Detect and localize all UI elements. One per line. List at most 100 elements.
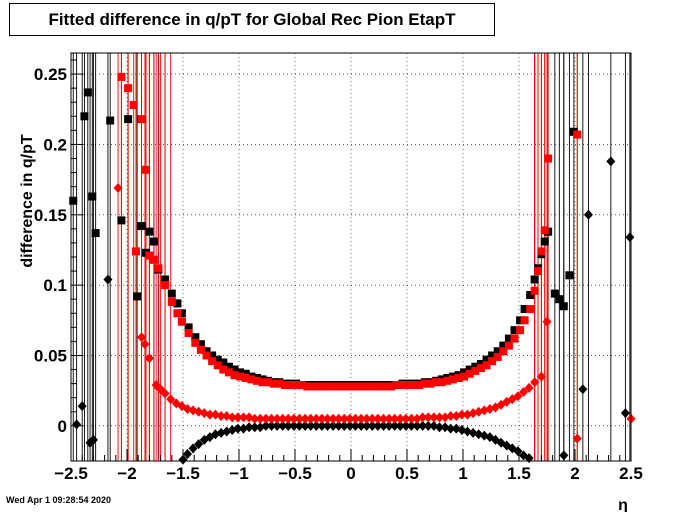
data-point-square — [448, 375, 457, 384]
data-point-square — [510, 334, 519, 343]
y-tick-label: 0.15 — [34, 206, 67, 225]
data-point-square — [530, 275, 539, 284]
data-point-square — [219, 358, 228, 367]
data-point-square — [129, 101, 138, 110]
data-point-square — [177, 317, 186, 326]
timestamp: Wed Apr 1 09:28:54 2020 — [6, 495, 112, 505]
data-point-diamond — [233, 412, 243, 423]
data-point-diamond — [216, 410, 226, 421]
data-point-square — [224, 362, 233, 371]
data-point-diamond — [72, 419, 82, 430]
data-point-square — [443, 376, 452, 385]
data-point-diamond — [423, 412, 433, 423]
data-point-square — [493, 347, 502, 356]
data-point-square — [219, 365, 228, 374]
data-point-diamond — [294, 420, 304, 431]
data-point-diamond — [205, 409, 215, 420]
data-point-diamond — [395, 413, 405, 424]
y-tick-label: 0.1 — [43, 276, 67, 295]
data-point-square — [124, 84, 133, 93]
data-point-square — [177, 309, 186, 318]
data-point-diamond — [334, 420, 344, 431]
chart-title: Fitted difference in q/pT for Global Rec… — [9, 3, 495, 36]
data-point-square — [196, 345, 205, 354]
data-point-diamond — [446, 423, 456, 434]
data-point-square — [482, 361, 491, 370]
data-point-square — [540, 237, 549, 246]
data-point-square — [247, 375, 256, 384]
data-point-square — [142, 165, 151, 174]
data-point-square — [191, 338, 200, 347]
data-point-square — [173, 309, 182, 318]
data-point-square — [91, 229, 100, 238]
data-point-diamond — [513, 446, 523, 457]
data-point-diamond — [317, 413, 327, 424]
data-point-square — [359, 382, 368, 391]
data-point-diamond — [513, 391, 523, 402]
data-point-square — [224, 368, 233, 377]
data-point-square — [191, 333, 200, 342]
data-point-square — [202, 351, 211, 360]
data-point-square — [516, 326, 525, 335]
data-point-diamond — [311, 413, 321, 424]
data-point-square — [213, 355, 222, 364]
x-tick-label: 0 — [346, 464, 355, 483]
y-tick-label: 0 — [58, 417, 67, 436]
data-point-square — [499, 341, 508, 350]
data-point-square — [149, 255, 158, 264]
data-point-diamond — [345, 420, 355, 431]
y-tick-label: 0.25 — [34, 65, 67, 84]
data-point-diamond — [289, 413, 299, 424]
data-point-square — [167, 298, 176, 307]
data-point-square — [236, 372, 245, 381]
data-point-square — [336, 382, 345, 391]
data-point-square — [208, 351, 217, 360]
data-point-square — [184, 323, 193, 332]
data-point-square — [137, 222, 146, 231]
data-point-square — [131, 247, 140, 256]
data-point-diamond — [395, 420, 405, 431]
data-point-diamond — [311, 420, 321, 431]
data-point-square — [504, 334, 513, 343]
data-point-diamond — [625, 232, 635, 243]
data-point-square — [437, 378, 446, 387]
data-point-square — [565, 271, 574, 280]
data-point-diamond — [137, 332, 147, 343]
data-point-square — [415, 381, 424, 390]
data-point-square — [202, 347, 211, 356]
data-point-diamond — [140, 339, 150, 350]
data-point-diamond — [160, 388, 170, 399]
data-point-square — [504, 341, 513, 350]
data-point-diamond — [339, 420, 349, 431]
data-point-square — [236, 368, 245, 377]
x-tick-label: 1.5 — [507, 464, 531, 483]
data-point-square — [488, 357, 497, 366]
data-point-square — [106, 116, 115, 125]
data-point-square — [364, 382, 373, 391]
data-point-square — [292, 381, 301, 390]
data-point-square — [258, 378, 267, 387]
data-point-square — [280, 381, 289, 390]
data-point-diamond — [542, 316, 552, 327]
tick-labels: −2.5 −2 −1.5 −1 −0.5 0 0.5 1 1.5 2 2.5 0 0.05 0.1 0.15… — [34, 65, 643, 483]
data-point-square — [387, 382, 396, 391]
data-point-diamond — [457, 409, 467, 420]
data-point-square — [303, 382, 312, 391]
data-point-square — [559, 302, 568, 311]
data-point-diamond — [144, 353, 154, 364]
data-point-diamond — [261, 420, 271, 431]
x-axis-label: η — [618, 497, 628, 512]
data-point-diamond — [373, 420, 383, 431]
data-point-square — [342, 382, 351, 391]
data-point-diamond — [261, 413, 271, 424]
data-point-diamond — [300, 413, 310, 424]
data-point-square — [520, 305, 529, 314]
data-point-diamond — [182, 448, 192, 459]
data-point-diamond — [423, 420, 433, 431]
data-point-diamond — [233, 423, 243, 434]
data-point-diamond — [350, 420, 360, 431]
data-point-square — [184, 328, 193, 337]
data-point-square — [540, 226, 549, 235]
data-point-diamond — [524, 382, 534, 393]
